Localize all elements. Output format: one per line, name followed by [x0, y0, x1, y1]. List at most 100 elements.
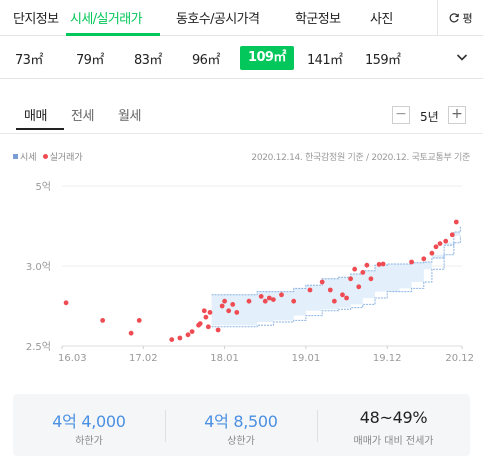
actual-price-points: [63, 219, 459, 342]
transaction-point[interactable]: [169, 337, 175, 342]
summary-divider: [317, 410, 318, 442]
transaction-point[interactable]: [449, 232, 455, 238]
transaction-point[interactable]: [421, 256, 427, 262]
market-lower-line: [211, 236, 461, 328]
tab-unit-public-price[interactable]: 동호수/공시가격: [176, 12, 260, 27]
price-summary: 4억 4,000 하한가 4억 8,500 상한가 48~49% 매매가 대비 …: [13, 394, 470, 456]
tab-sale[interactable]: 매매: [24, 109, 47, 124]
transaction-point[interactable]: [185, 332, 191, 338]
transaction-point[interactable]: [197, 321, 203, 326]
data-source-note: 2020.12.14. 한국감정원 기준 / 2020.12. 국토교통부 기준: [251, 153, 470, 163]
area-option[interactable]: 83㎡: [134, 53, 162, 68]
pyeong-toggle-label: 평: [462, 12, 473, 25]
period-decrease-button[interactable]: −: [392, 106, 410, 124]
area-option-selected[interactable]: 109㎡: [240, 46, 294, 70]
tab-school-info[interactable]: 학군정보: [295, 12, 341, 27]
price-chart[interactable]: 2.5억 3.0억 5억 16.03 17.02 18.01 19.01 19.12 20.1…: [0, 168, 483, 374]
transaction-point[interactable]: [344, 295, 349, 301]
x-tick-label: 20.12: [445, 353, 474, 364]
area-option[interactable]: 141㎡: [307, 53, 343, 68]
chevron-down-icon[interactable]: [456, 51, 468, 63]
refresh-icon: [450, 13, 460, 23]
transaction-point[interactable]: [352, 266, 358, 272]
transaction-point[interactable]: [307, 287, 313, 293]
transaction-point[interactable]: [429, 250, 435, 256]
transaction-point[interactable]: [291, 298, 297, 304]
transaction-point[interactable]: [203, 314, 209, 320]
transaction-point[interactable]: [331, 298, 337, 304]
area-option[interactable]: 73㎡: [15, 53, 43, 68]
pyeong-toggle-button[interactable]: 평: [437, 0, 483, 36]
tab-monthly-rent[interactable]: 월세: [118, 109, 141, 124]
upper-price-cell: 4억 8,500 상한가: [165, 394, 317, 456]
divider: [0, 133, 483, 134]
transaction-point[interactable]: [205, 324, 211, 330]
transaction-point[interactable]: [364, 262, 370, 268]
transaction-point[interactable]: [270, 297, 276, 302]
period-label: 5년: [420, 110, 439, 124]
transaction-point[interactable]: [409, 259, 414, 265]
y-axis-ticks: 2.5억 3.0억 5억: [26, 181, 51, 353]
transaction-point[interactable]: [380, 261, 386, 267]
lower-price-cell: 4억 4,000 하한가: [13, 394, 165, 456]
transaction-point[interactable]: [327, 287, 333, 293]
transaction-point[interactable]: [443, 238, 449, 244]
x-axis-ticks: 16.03 17.02 18.01 19.01 19.12 20.12: [58, 346, 474, 364]
upper-price-label: 상한가: [227, 436, 255, 447]
actual-legend-label: 실거래가: [49, 153, 83, 163]
x-tick-label: 19.01: [292, 353, 321, 364]
area-option[interactable]: 79㎡: [76, 53, 104, 68]
lower-price-label: 하한가: [75, 436, 103, 447]
transaction-point[interactable]: [234, 310, 240, 315]
transaction-point[interactable]: [136, 318, 142, 323]
tab-complex-info[interactable]: 단지정보: [13, 12, 59, 27]
transaction-point[interactable]: [453, 219, 459, 225]
lower-price-value: 4억 4,000: [52, 412, 126, 431]
transaction-point[interactable]: [100, 318, 106, 323]
transaction-point[interactable]: [246, 298, 252, 304]
transaction-point[interactable]: [226, 308, 232, 314]
transaction-point[interactable]: [177, 335, 183, 341]
y-tick-label: 2.5억: [26, 341, 51, 353]
tab-jeonse[interactable]: 전세: [71, 109, 94, 124]
transaction-point[interactable]: [319, 279, 325, 285]
transaction-point[interactable]: [360, 270, 366, 275]
area-option[interactable]: 96㎡: [192, 53, 220, 68]
transaction-point[interactable]: [230, 302, 236, 307]
transaction-point[interactable]: [266, 295, 272, 301]
transaction-point[interactable]: [189, 329, 195, 334]
transaction-point[interactable]: [433, 244, 439, 250]
transaction-point[interactable]: [201, 308, 207, 314]
transaction-point[interactable]: [258, 294, 264, 299]
x-tick-label: 18.01: [210, 353, 239, 364]
x-tick-label: 17.02: [129, 353, 158, 364]
jeonse-ratio-cell: 48~49% 매매가 대비 전세가: [317, 394, 470, 456]
transaction-point[interactable]: [262, 298, 268, 304]
summary-divider: [165, 410, 166, 442]
tab-market-price[interactable]: 시세/실거래가: [70, 12, 143, 27]
market-price-band: [211, 226, 461, 328]
transaction-point[interactable]: [207, 310, 213, 315]
jeonse-ratio-label: 매매가 대비 전세가: [353, 436, 434, 447]
tab-photos[interactable]: 사진: [370, 12, 393, 27]
transaction-point[interactable]: [279, 292, 284, 298]
x-tick-label: 16.03: [58, 353, 87, 364]
transaction-point[interactable]: [437, 241, 443, 246]
area-selector: 73㎡ 79㎡ 83㎡ 96㎡ 109㎡ 141㎡ 159㎡: [0, 37, 483, 79]
transaction-point[interactable]: [219, 303, 225, 309]
transaction-point[interactable]: [368, 276, 374, 282]
upper-price-value: 4억 8,500: [204, 412, 278, 431]
period-increase-button[interactable]: +: [448, 106, 466, 124]
transaction-point[interactable]: [348, 276, 354, 282]
area-option[interactable]: 159㎡: [365, 53, 401, 68]
transaction-point[interactable]: [128, 330, 134, 336]
chart-legend: 시세 실거래가: [13, 150, 83, 163]
transaction-point[interactable]: [356, 284, 362, 290]
actual-legend-swatch: [42, 154, 48, 159]
transaction-point[interactable]: [63, 300, 69, 306]
transaction-point[interactable]: [222, 298, 228, 304]
transaction-point[interactable]: [376, 262, 382, 267]
transaction-point[interactable]: [340, 292, 345, 298]
x-tick-label: 19.12: [373, 353, 402, 364]
transaction-point[interactable]: [215, 327, 221, 333]
